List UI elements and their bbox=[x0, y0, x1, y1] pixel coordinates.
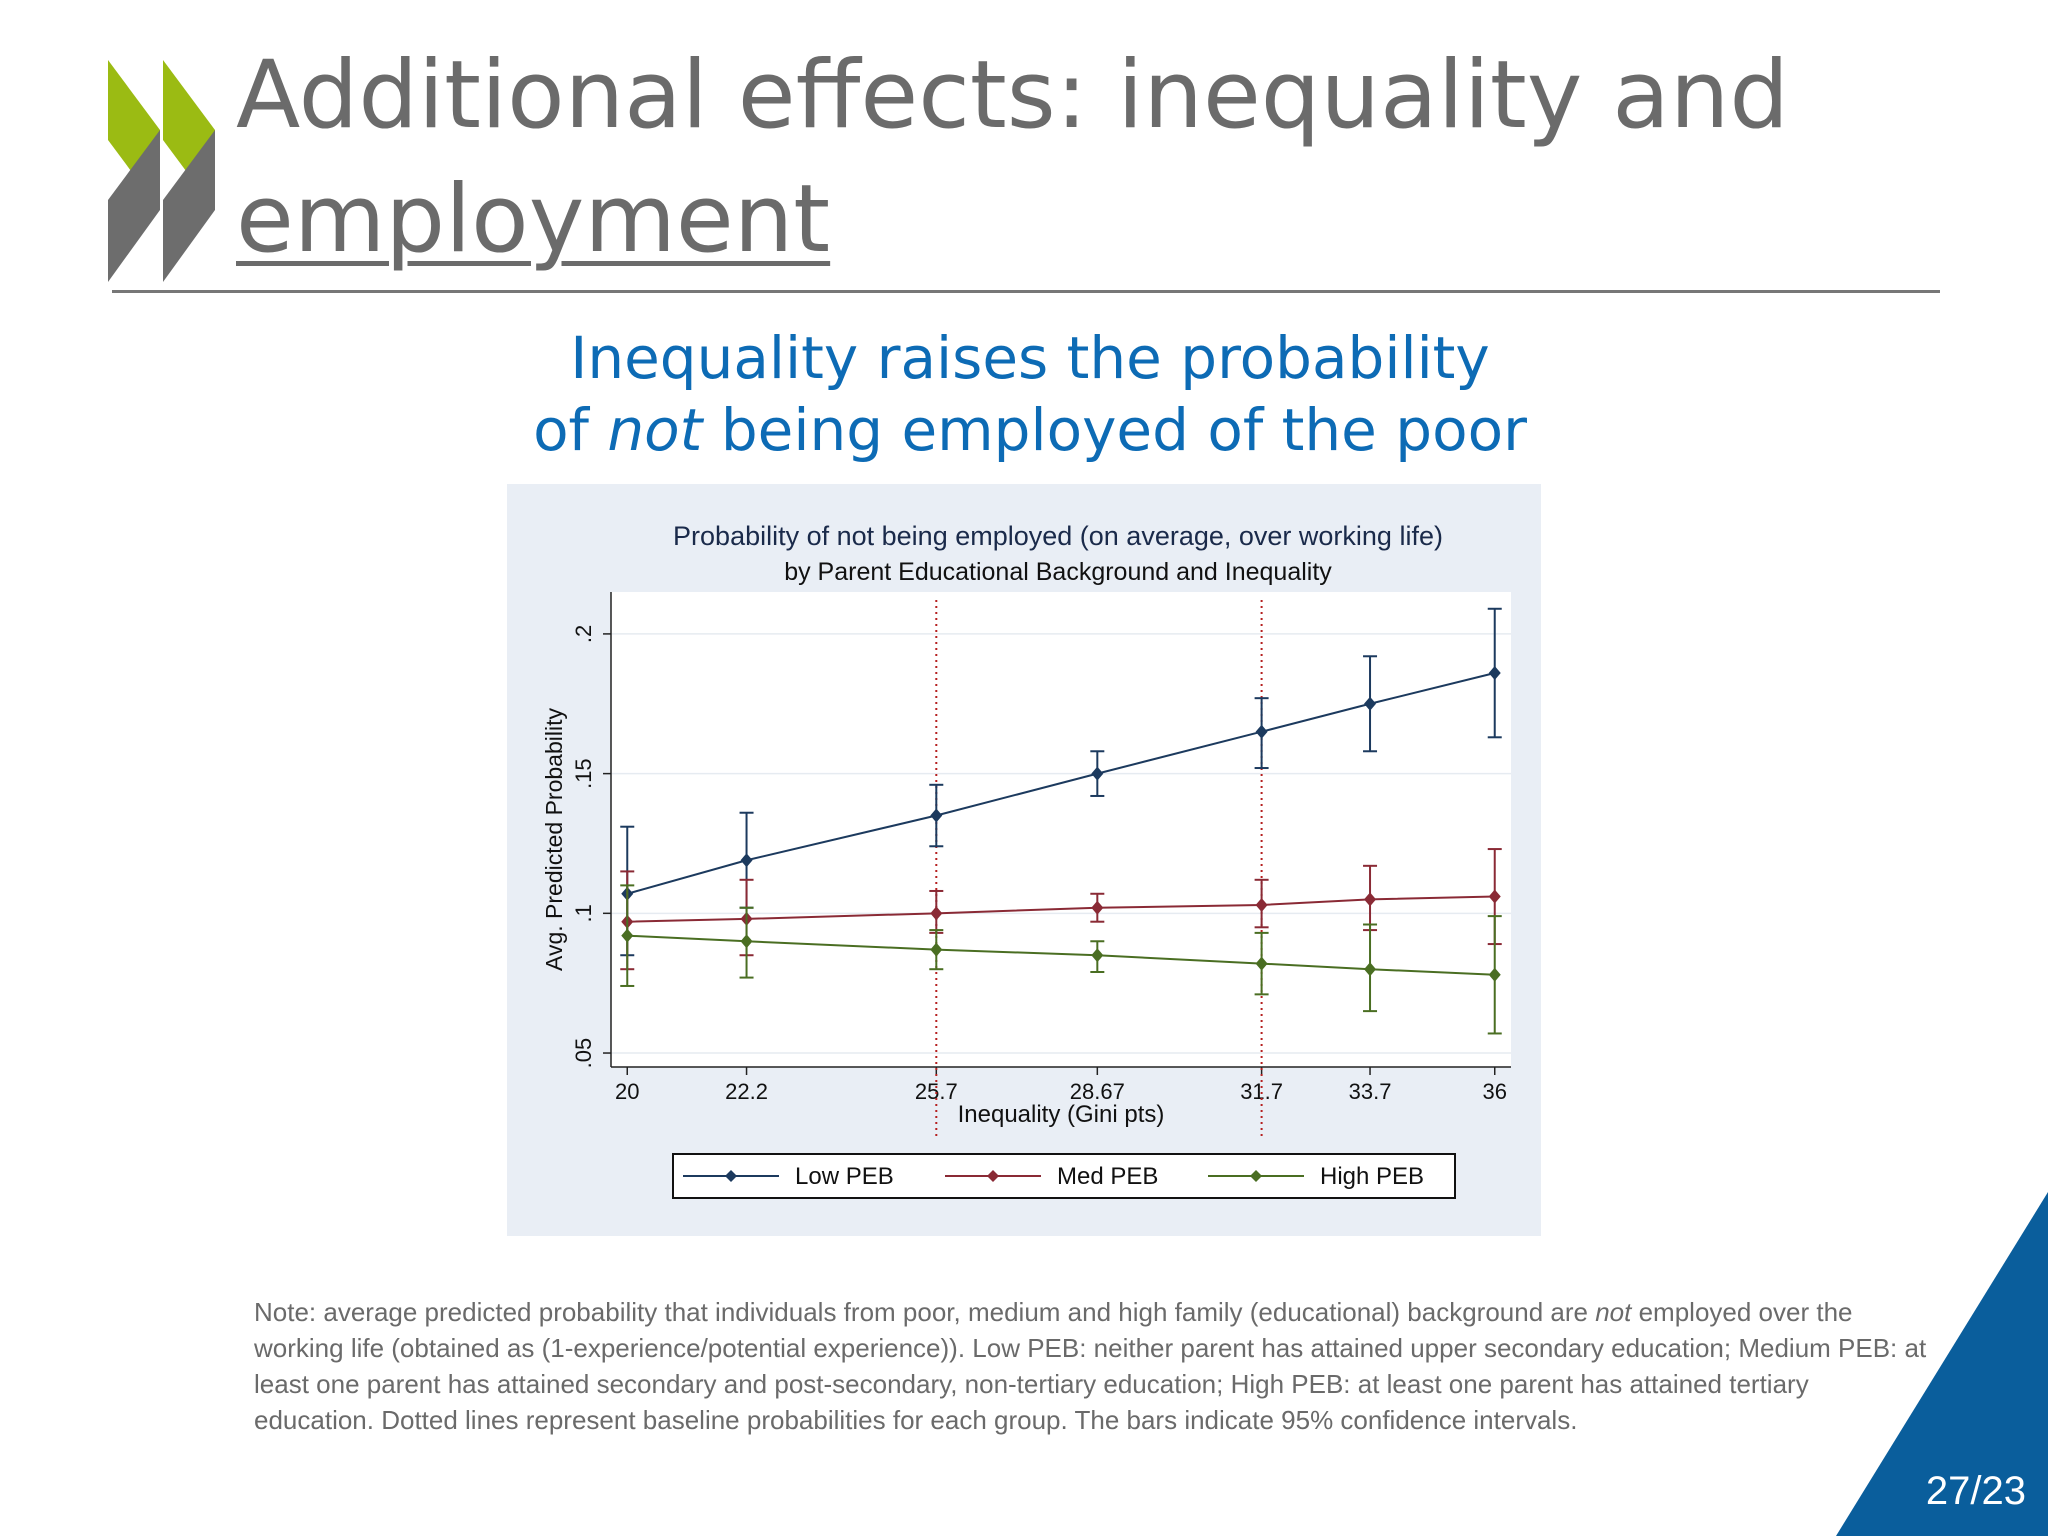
note-emphasis: not bbox=[1595, 1297, 1632, 1327]
subtitle-line2-post: being employed of the poor bbox=[702, 396, 1527, 464]
legend-marker bbox=[1250, 1170, 1262, 1182]
x-tick-label: 36 bbox=[1482, 1079, 1506, 1104]
x-tick-label: 28.67 bbox=[1070, 1079, 1125, 1104]
subtitle-line2-emphasis: not bbox=[607, 396, 703, 464]
slide-title-line1: Additional effects: inequality and bbox=[236, 41, 1790, 150]
legend bbox=[672, 1153, 1456, 1199]
logo-gray-chevron-right bbox=[163, 130, 215, 282]
y-axis-label: Avg. Predicted Probability bbox=[541, 708, 567, 971]
data-point bbox=[930, 942, 943, 957]
slide-title: Additional effects: inequality and emplo… bbox=[236, 34, 1789, 282]
slide-title-line2: employment bbox=[236, 165, 831, 274]
legend-label: Low PEB bbox=[795, 1163, 894, 1190]
data-point bbox=[1364, 962, 1377, 977]
y-tick-label: .2 bbox=[571, 625, 596, 643]
chart-title: Probability of not being employed (on av… bbox=[673, 521, 1443, 551]
data-point bbox=[1091, 900, 1104, 915]
data-point bbox=[740, 853, 753, 868]
x-axis-label: Inequality (Gini pts) bbox=[958, 1101, 1165, 1128]
legend-marker bbox=[725, 1170, 737, 1182]
x-tick-label: 25.7 bbox=[915, 1079, 958, 1104]
page-number: 27/23 bbox=[1925, 1469, 2026, 1513]
data-point bbox=[740, 934, 753, 949]
data-point bbox=[1488, 967, 1501, 982]
data-point bbox=[1364, 892, 1377, 907]
data-point bbox=[930, 808, 943, 823]
note-text-pre: Note: average predicted probability that… bbox=[254, 1297, 1596, 1327]
plot-area bbox=[611, 592, 1511, 1067]
x-tick-label: 22.2 bbox=[725, 1079, 768, 1104]
line-chart: Probability of not being employed (on av… bbox=[541, 521, 1511, 1199]
data-point bbox=[1091, 948, 1104, 963]
x-tick-label: 33.7 bbox=[1349, 1079, 1392, 1104]
oecd-chevron-logo bbox=[108, 60, 215, 282]
data-point bbox=[1255, 724, 1268, 739]
legend-label: High PEB bbox=[1320, 1163, 1424, 1190]
data-point bbox=[621, 928, 634, 943]
legend-marker bbox=[987, 1170, 999, 1182]
data-point bbox=[1255, 956, 1268, 971]
data-point bbox=[1364, 696, 1377, 711]
data-point bbox=[930, 906, 943, 921]
data-point bbox=[1255, 897, 1268, 912]
corner-triangle bbox=[1836, 1192, 2048, 1536]
y-tick-label: .05 bbox=[571, 1038, 596, 1069]
title-divider bbox=[112, 290, 1940, 293]
chart-subtitle: by Parent Educational Background and Ine… bbox=[784, 558, 1332, 586]
chart-note: Note: average predicted probability that… bbox=[254, 1294, 1934, 1438]
legend-label: Med PEB bbox=[1057, 1163, 1158, 1190]
y-tick-label: .15 bbox=[571, 758, 596, 789]
slide-subtitle: Inequality raises the probability of not… bbox=[420, 322, 1640, 466]
chart-panel: Probability of not being employed (on av… bbox=[507, 484, 1541, 1236]
logo-gray-chevron-left bbox=[108, 130, 160, 282]
x-tick-label: 31.7 bbox=[1240, 1079, 1283, 1104]
data-point bbox=[1091, 766, 1104, 781]
data-point bbox=[1488, 889, 1501, 904]
subtitle-line2-pre: of bbox=[533, 396, 608, 464]
note-text-post: employed over the working life (obtained… bbox=[254, 1297, 1927, 1435]
x-tick-label: 20 bbox=[615, 1079, 639, 1104]
data-point bbox=[1488, 666, 1501, 681]
subtitle-line1: Inequality raises the probability bbox=[570, 324, 1490, 392]
y-tick-label: .1 bbox=[571, 904, 596, 922]
